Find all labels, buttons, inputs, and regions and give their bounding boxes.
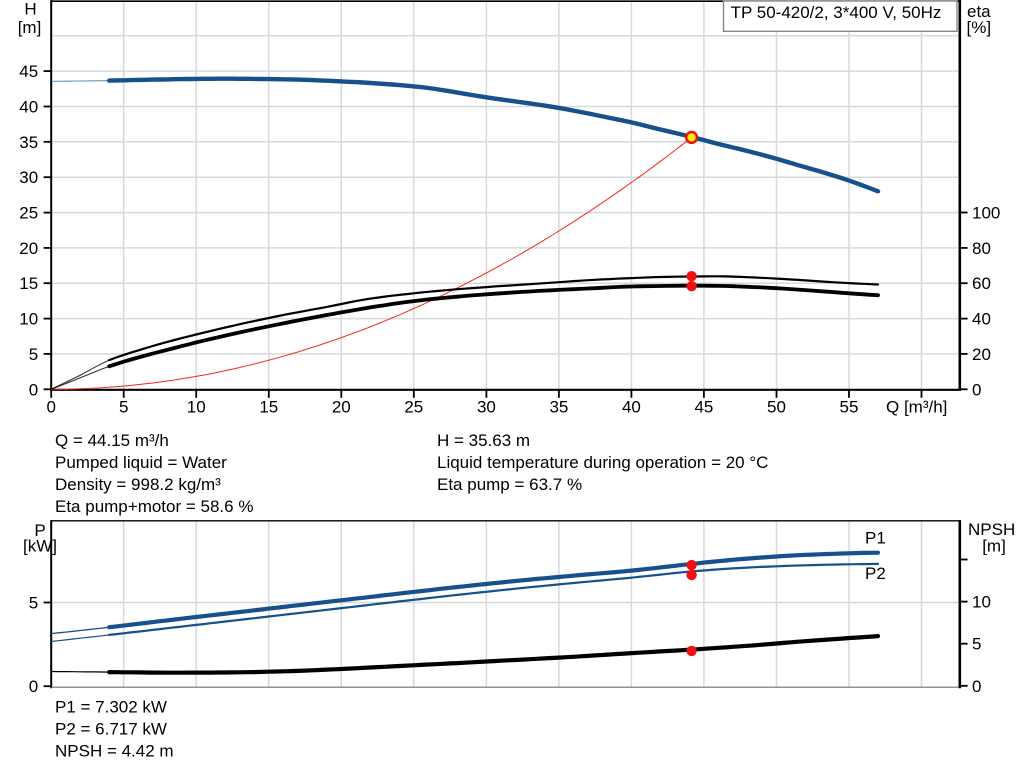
svg-text:NPSH: NPSH xyxy=(968,520,1015,539)
svg-text:15: 15 xyxy=(259,398,278,417)
svg-text:60: 60 xyxy=(972,274,991,293)
svg-text:Q = 44.15 m³/h: Q = 44.15 m³/h xyxy=(55,431,169,450)
svg-text:15: 15 xyxy=(19,274,38,293)
svg-text:20: 20 xyxy=(332,398,351,417)
svg-text:P1: P1 xyxy=(865,529,886,548)
svg-text:100: 100 xyxy=(972,204,1000,223)
svg-text:10: 10 xyxy=(972,593,991,612)
svg-text:55: 55 xyxy=(840,398,859,417)
svg-text:[%]: [%] xyxy=(967,18,992,37)
svg-text:P2: P2 xyxy=(865,564,886,583)
svg-text:[kW]: [kW] xyxy=(23,537,57,556)
svg-text:40: 40 xyxy=(972,310,991,329)
svg-text:TP 50-420/2, 3*400 V, 50Hz: TP 50-420/2, 3*400 V, 50Hz xyxy=(731,3,942,22)
svg-text:Pumped liquid = Water: Pumped liquid = Water xyxy=(55,453,227,472)
svg-text:45: 45 xyxy=(19,62,38,81)
svg-text:0: 0 xyxy=(46,398,55,417)
svg-text:0: 0 xyxy=(972,677,981,696)
svg-text:30: 30 xyxy=(19,168,38,187)
svg-text:P1 = 7.302 kW: P1 = 7.302 kW xyxy=(55,697,167,716)
svg-text:0: 0 xyxy=(29,380,38,399)
svg-text:H = 35.63 m: H = 35.63 m xyxy=(437,431,530,450)
svg-text:Eta pump+motor = 58.6 %: Eta pump+motor = 58.6 % xyxy=(55,497,253,516)
svg-text:0: 0 xyxy=(29,677,38,696)
svg-text:Liquid temperature during oper: Liquid temperature during operation = 20… xyxy=(437,453,768,472)
svg-text:10: 10 xyxy=(19,310,38,329)
svg-text:P2 = 6.717 kW: P2 = 6.717 kW xyxy=(55,719,167,738)
svg-text:0: 0 xyxy=(972,380,981,399)
svg-text:P: P xyxy=(34,521,45,540)
svg-text:[m]: [m] xyxy=(982,537,1006,556)
svg-text:NPSH = 4.42 m: NPSH = 4.42 m xyxy=(55,741,174,760)
svg-text:35: 35 xyxy=(19,133,38,152)
svg-text:45: 45 xyxy=(694,398,713,417)
svg-text:5: 5 xyxy=(119,398,128,417)
svg-text:25: 25 xyxy=(19,204,38,223)
svg-text:40: 40 xyxy=(19,98,38,117)
svg-text:30: 30 xyxy=(477,398,496,417)
svg-text:Density = 998.2 kg/m³: Density = 998.2 kg/m³ xyxy=(55,475,221,494)
svg-text:Q [m³/h]: Q [m³/h] xyxy=(886,398,947,417)
svg-text:20: 20 xyxy=(972,345,991,364)
svg-text:5: 5 xyxy=(29,594,38,613)
svg-text:[m]: [m] xyxy=(18,18,42,37)
svg-text:80: 80 xyxy=(972,239,991,258)
svg-text:40: 40 xyxy=(622,398,641,417)
svg-text:20: 20 xyxy=(19,239,38,258)
svg-text:5: 5 xyxy=(972,635,981,654)
svg-text:eta: eta xyxy=(967,2,991,21)
svg-text:50: 50 xyxy=(767,398,786,417)
svg-text:35: 35 xyxy=(549,398,568,417)
svg-text:Eta pump = 63.7 %: Eta pump = 63.7 % xyxy=(437,475,582,494)
svg-text:5: 5 xyxy=(29,345,38,364)
svg-text:25: 25 xyxy=(404,398,423,417)
svg-text:H: H xyxy=(24,0,36,19)
svg-text:10: 10 xyxy=(187,398,206,417)
